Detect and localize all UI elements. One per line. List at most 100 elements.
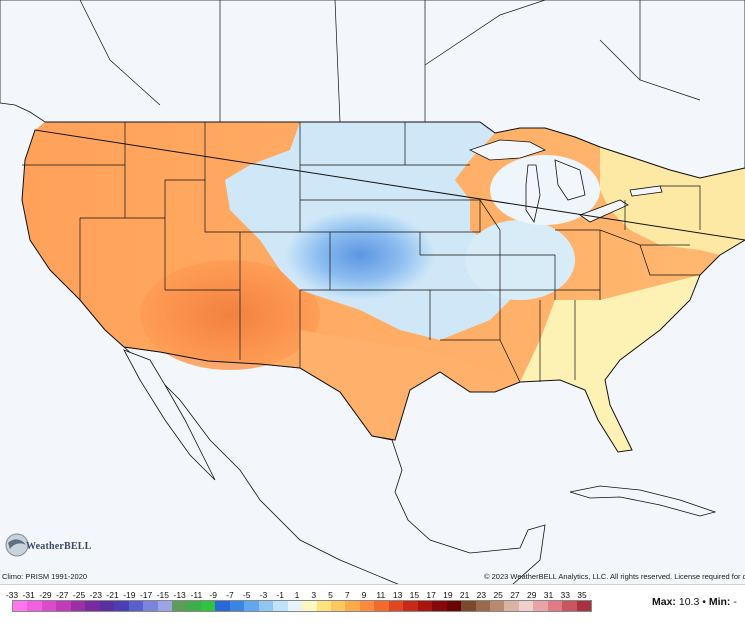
legend-swatch bbox=[56, 601, 71, 611]
legend-tick-label: 35 bbox=[577, 590, 587, 600]
legend-swatch bbox=[518, 601, 534, 611]
legend-tick-label: -15 bbox=[156, 590, 170, 600]
legend-swatch bbox=[374, 601, 389, 611]
legend-tick-label: -13 bbox=[173, 590, 186, 600]
legend-tick-label: -11 bbox=[190, 590, 203, 600]
canada-province-lines bbox=[79, 0, 701, 123]
legend-tick-label: 3 bbox=[311, 590, 317, 600]
lake-huron bbox=[554, 159, 586, 201]
lake-ontario bbox=[629, 185, 663, 197]
legend-swatch bbox=[143, 601, 158, 611]
legend-swatch bbox=[388, 601, 404, 611]
legend-swatch bbox=[533, 601, 548, 611]
legend-swatch bbox=[475, 601, 490, 611]
legend-swatch bbox=[345, 601, 360, 611]
legend-swatch bbox=[461, 601, 476, 611]
legend-swatch bbox=[417, 601, 433, 611]
northeast-mild-area bbox=[600, 147, 745, 255]
legend-tick-label: 7 bbox=[344, 590, 350, 600]
conus-outline bbox=[21, 121, 745, 453]
globe-swirl-icon bbox=[5, 533, 29, 557]
legend-swatch bbox=[258, 601, 274, 611]
legend-swatch bbox=[316, 601, 331, 611]
legend-tick-label: -5 bbox=[242, 590, 251, 600]
legend-swatch bbox=[330, 601, 346, 611]
legend-swatch bbox=[200, 601, 216, 611]
legend-swatch bbox=[41, 601, 57, 611]
legend-swatch bbox=[85, 601, 100, 611]
legend-tick-label: 9 bbox=[361, 590, 367, 600]
legend-swatch bbox=[359, 601, 375, 611]
legend-tick-label: -3 bbox=[259, 590, 268, 600]
legend-swatch bbox=[128, 601, 144, 611]
legend-tick-labels: -33 -31 -29 -27 -25 -23 -21 -19 -17 -15 -13 -11 -9 -7… bbox=[0, 590, 600, 602]
separator-dot: • bbox=[702, 596, 706, 608]
legend-tick-label: -21 bbox=[106, 590, 119, 600]
legend-swatch bbox=[114, 601, 129, 611]
legend-tick-label: 5 bbox=[328, 590, 333, 600]
legend-tick-label: 15 bbox=[409, 590, 420, 600]
legend-tick-label: 21 bbox=[459, 590, 470, 600]
legend-tick-label: 31 bbox=[543, 590, 554, 600]
legend-swatch bbox=[244, 601, 259, 611]
legend-swatch bbox=[215, 601, 230, 611]
legend-swatch bbox=[403, 601, 418, 611]
legend-tick-label: -27 bbox=[56, 590, 69, 600]
legend-tick-label: 29 bbox=[526, 590, 537, 600]
legend-tick-label: -25 bbox=[72, 590, 86, 600]
legend-tick-label: -31 bbox=[22, 590, 35, 600]
legend-tick-label: 33 bbox=[560, 590, 570, 600]
baja-peninsula bbox=[123, 349, 216, 481]
legend-tick-label: 13 bbox=[392, 590, 403, 600]
midwest-cool-area bbox=[465, 220, 575, 300]
legend-swatch bbox=[432, 601, 447, 611]
legend-swatch bbox=[562, 601, 577, 611]
legend-swatch bbox=[302, 601, 317, 611]
legend-swatch bbox=[576, 601, 592, 611]
copyright-notice: © 2023 WeatherBELL Analytics, LLC. All r… bbox=[484, 572, 745, 581]
climatology-source: Climo: PRISM 1991-2020 bbox=[2, 572, 88, 581]
legend-tick-label: -1 bbox=[276, 590, 285, 600]
state-boundaries bbox=[22, 122, 701, 383]
legend-tick-label: 1 bbox=[294, 590, 300, 600]
legend-tick-label: -23 bbox=[89, 590, 102, 600]
legend-tick-label: -19 bbox=[123, 590, 136, 600]
max-value: 10.3 bbox=[678, 596, 700, 608]
legend-swatch bbox=[157, 601, 172, 611]
east-mild-area bbox=[520, 275, 700, 452]
logo-text: WeatherBELL bbox=[26, 541, 92, 552]
legend-tick-label: -33 bbox=[5, 590, 19, 600]
legend-swatch bbox=[70, 601, 86, 611]
legend-swatch bbox=[446, 601, 462, 611]
min-value: - bbox=[733, 596, 737, 608]
legend-swatch bbox=[171, 601, 187, 611]
legend-swatch bbox=[186, 601, 201, 611]
max-min-readout: Max: 10.3 • Min: - bbox=[652, 596, 737, 608]
legend-swatch bbox=[13, 601, 28, 611]
temperature-anomaly-map bbox=[0, 0, 745, 585]
legend-swatch bbox=[547, 601, 563, 611]
min-label: Min: bbox=[708, 596, 731, 608]
legend-swatch bbox=[504, 601, 519, 611]
cuba-outline bbox=[569, 485, 717, 517]
legend-swatch bbox=[489, 601, 505, 611]
legend-swatch bbox=[99, 601, 115, 611]
lake-superior bbox=[468, 139, 547, 161]
legend-tick-label: 11 bbox=[376, 590, 386, 600]
legend-tick-label: -17 bbox=[139, 590, 153, 600]
legend-swatch bbox=[27, 601, 42, 611]
legend-tick-label: -7 bbox=[226, 590, 234, 600]
legend-tick-label: 23 bbox=[476, 590, 487, 600]
legend-swatch bbox=[287, 601, 303, 611]
max-label: Max: bbox=[652, 596, 676, 608]
legend-tick-label: -9 bbox=[209, 590, 217, 600]
legend-color-swatches bbox=[12, 600, 592, 612]
legend-tick-label: 25 bbox=[493, 590, 503, 600]
weatherbell-logo bbox=[4, 527, 76, 565]
legend-tick-label: 17 bbox=[426, 590, 436, 600]
legend-swatch bbox=[273, 601, 288, 611]
plains-cold-core bbox=[285, 210, 435, 300]
legend-tick-label: -29 bbox=[39, 590, 52, 600]
legend-swatch bbox=[229, 601, 245, 611]
